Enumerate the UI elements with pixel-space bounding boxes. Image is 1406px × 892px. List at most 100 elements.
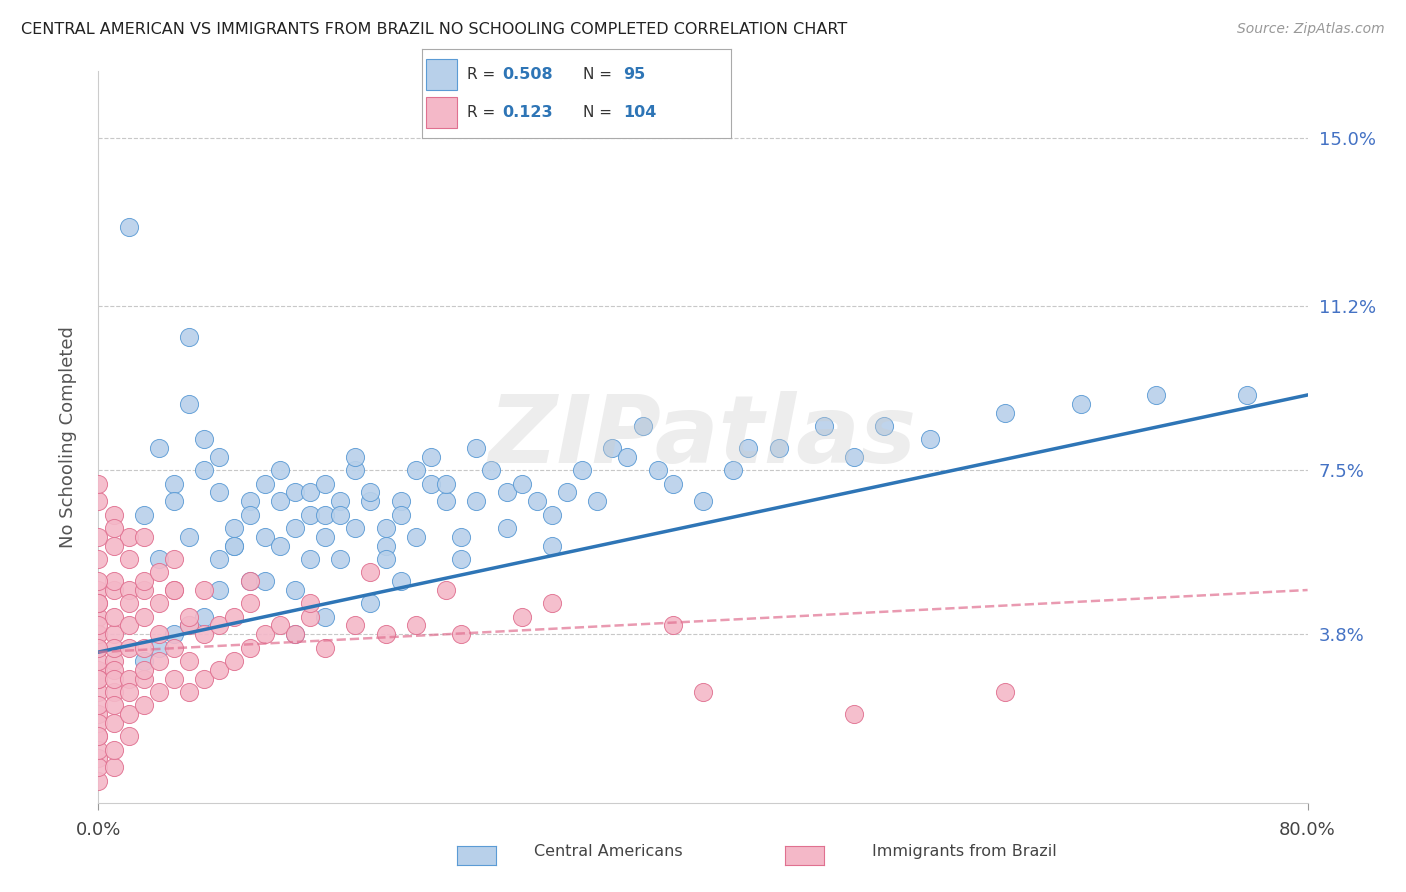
Point [87, 640, 110, 655]
Point [495, 521, 517, 535]
Point [571, 463, 593, 477]
Point [163, 476, 186, 491]
Point [647, 463, 669, 477]
Point [389, 574, 412, 589]
Point [692, 685, 714, 699]
Text: 104: 104 [623, 105, 657, 120]
Point [208, 618, 231, 632]
Point [179, 654, 201, 668]
Point [239, 596, 262, 610]
Point [284, 521, 307, 535]
Point [224, 539, 246, 553]
Point [224, 539, 246, 553]
Point [994, 406, 1017, 420]
Point [374, 552, 396, 566]
Point [163, 672, 186, 686]
Point [329, 494, 352, 508]
Point [208, 485, 231, 500]
Point [526, 494, 548, 508]
Point [87, 729, 110, 743]
Point [132, 609, 155, 624]
Point [132, 654, 155, 668]
Point [344, 618, 367, 632]
Point [132, 672, 155, 686]
Point [224, 609, 246, 624]
Point [87, 494, 110, 508]
Point [269, 494, 291, 508]
Point [103, 663, 125, 677]
Point [239, 574, 262, 589]
Point [193, 582, 215, 597]
Point [103, 521, 125, 535]
Point [813, 419, 835, 434]
Text: Source: ZipAtlas.com: Source: ZipAtlas.com [1237, 22, 1385, 37]
Point [450, 530, 472, 544]
Point [87, 760, 110, 774]
Point [918, 432, 941, 446]
Text: N =: N = [582, 105, 616, 120]
Point [103, 698, 125, 713]
Point [148, 566, 170, 580]
Point [405, 463, 427, 477]
Point [314, 476, 336, 491]
Point [87, 685, 110, 699]
Point [299, 485, 322, 500]
Point [193, 627, 215, 641]
Point [179, 685, 201, 699]
Point [132, 530, 155, 544]
Point [148, 441, 170, 455]
Point [87, 582, 110, 597]
Point [360, 596, 382, 610]
Point [103, 685, 125, 699]
Point [179, 609, 201, 624]
Point [737, 441, 759, 455]
Point [631, 419, 654, 434]
Point [420, 450, 443, 464]
Point [299, 609, 322, 624]
Point [844, 707, 866, 722]
Point [103, 672, 125, 686]
Point [87, 751, 110, 765]
Text: Central Americans: Central Americans [534, 845, 683, 859]
Point [374, 627, 396, 641]
Point [239, 508, 262, 522]
Point [118, 707, 141, 722]
Point [87, 530, 110, 544]
Point [132, 640, 155, 655]
Text: N =: N = [582, 67, 616, 82]
Point [87, 672, 110, 686]
Point [87, 596, 110, 610]
Point [118, 219, 141, 234]
Point [208, 450, 231, 464]
Point [118, 672, 141, 686]
Point [661, 618, 683, 632]
Point [994, 685, 1017, 699]
Point [103, 760, 125, 774]
Point [510, 476, 533, 491]
Point [434, 494, 457, 508]
Point [103, 582, 125, 597]
Point [450, 627, 472, 641]
Point [193, 432, 215, 446]
Point [118, 582, 141, 597]
Point [723, 463, 745, 477]
Y-axis label: No Schooling Completed: No Schooling Completed [59, 326, 77, 548]
Point [148, 627, 170, 641]
Point [163, 552, 186, 566]
Point [87, 663, 110, 677]
Point [118, 685, 141, 699]
Point [118, 640, 141, 655]
Point [344, 463, 367, 477]
Point [103, 609, 125, 624]
Point [103, 574, 125, 589]
Point [329, 552, 352, 566]
Text: ZIPatlas: ZIPatlas [489, 391, 917, 483]
Text: 0.123: 0.123 [502, 105, 553, 120]
Point [602, 441, 624, 455]
Point [208, 582, 231, 597]
Point [103, 627, 125, 641]
Point [87, 574, 110, 589]
Point [299, 596, 322, 610]
Point [284, 627, 307, 641]
Point [148, 654, 170, 668]
